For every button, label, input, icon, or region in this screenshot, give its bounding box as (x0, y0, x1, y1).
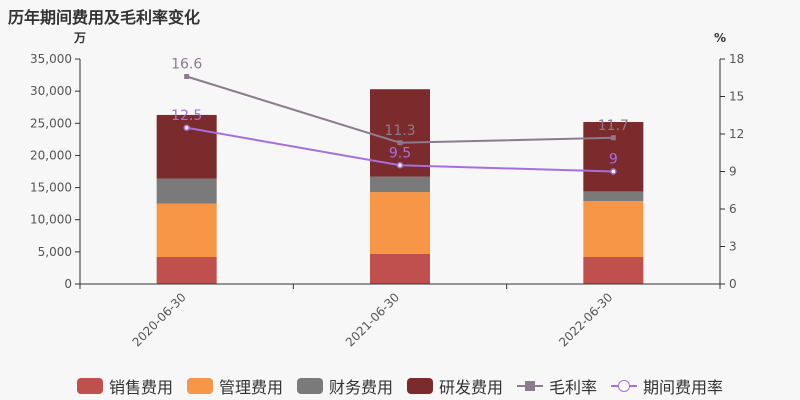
line-point (183, 124, 190, 131)
y-tick-label: 35,000 (30, 52, 72, 66)
y-tick-label: 20,000 (30, 148, 72, 162)
legend-swatch (76, 378, 103, 394)
y-tick-label: 5,000 (38, 245, 72, 259)
y2-tick-label: 9 (729, 165, 737, 179)
y-tick-label: 0 (64, 277, 72, 291)
data-label: 11.3 (384, 123, 415, 139)
bar-segment (370, 192, 430, 254)
line-point (397, 140, 403, 146)
right-axis-unit: % (714, 31, 726, 45)
legend-item[interactable]: 研发费用 (407, 374, 503, 398)
legend-swatch (186, 378, 213, 394)
y2-tick-label: 12 (729, 127, 744, 141)
y-tick-label: 25,000 (30, 116, 72, 130)
x-tick-label: 2022-06-30 (556, 290, 615, 349)
legend-swatch (296, 378, 323, 394)
data-label: 12.5 (171, 108, 202, 124)
line-point (610, 135, 616, 141)
legend-item[interactable]: 毛利率 (517, 374, 597, 398)
line-point (396, 162, 404, 169)
lines-layer: 16.6 11.3 11.7 12.5 9.5 9 (171, 57, 629, 175)
bar-segment (156, 203, 217, 257)
legend: 销售费用 管理费用 财务费用 研发费用 毛利率 期间费用率 (0, 374, 800, 398)
y2-tick-label: 6 (729, 202, 737, 216)
legend-label: 管理费用 (218, 378, 283, 397)
data-label: 16.6 (171, 57, 202, 73)
y-tick-label: 15,000 (30, 181, 72, 195)
y-tick-label: 10,000 (30, 213, 72, 227)
data-label: 11.7 (598, 118, 629, 134)
bar-segment (583, 257, 644, 284)
y2-tick-label: 18 (729, 52, 744, 66)
bar-segment (583, 191, 644, 202)
legend-label: 毛利率 (549, 378, 598, 397)
legend-label: 期间费用率 (643, 378, 724, 397)
legend-item[interactable]: 期间费用率 (611, 374, 723, 398)
legend-label: 财务费用 (328, 378, 393, 397)
legend-item[interactable]: 销售费用 (76, 374, 173, 398)
y2-tick-label: 3 (729, 240, 737, 254)
y2-tick-label: 15 (729, 90, 744, 104)
data-label: 9.5 (389, 145, 411, 161)
line-point (610, 168, 617, 175)
bar-segment (156, 257, 217, 284)
bar-segment (583, 201, 644, 257)
legend-label: 销售费用 (108, 378, 173, 397)
x-tick-label: 2021-06-30 (343, 290, 402, 349)
bar-segment (583, 122, 644, 192)
legend-item[interactable]: 财务费用 (296, 374, 393, 398)
bar-segment (156, 114, 217, 179)
data-label: 9 (609, 152, 618, 168)
legend-line-swatch (611, 378, 638, 394)
bar-segment (370, 253, 430, 284)
y-tick-label: 30,000 (30, 84, 72, 98)
x-tick-label: 2020-06-30 (130, 290, 189, 349)
legend-swatch (407, 378, 433, 394)
legend-label: 研发费用 (439, 378, 504, 397)
chart-title: 历年期间费用及毛利率变化 (8, 8, 201, 27)
legend-line-swatch (517, 378, 544, 394)
bars-layer (156, 89, 644, 284)
bar-segment (156, 178, 217, 204)
line-point (184, 74, 190, 79)
left-axis-unit: 万 (73, 31, 86, 45)
legend-item[interactable]: 管理费用 (186, 374, 283, 398)
y2-tick-label: 0 (729, 277, 737, 291)
bar-segment (370, 176, 430, 193)
